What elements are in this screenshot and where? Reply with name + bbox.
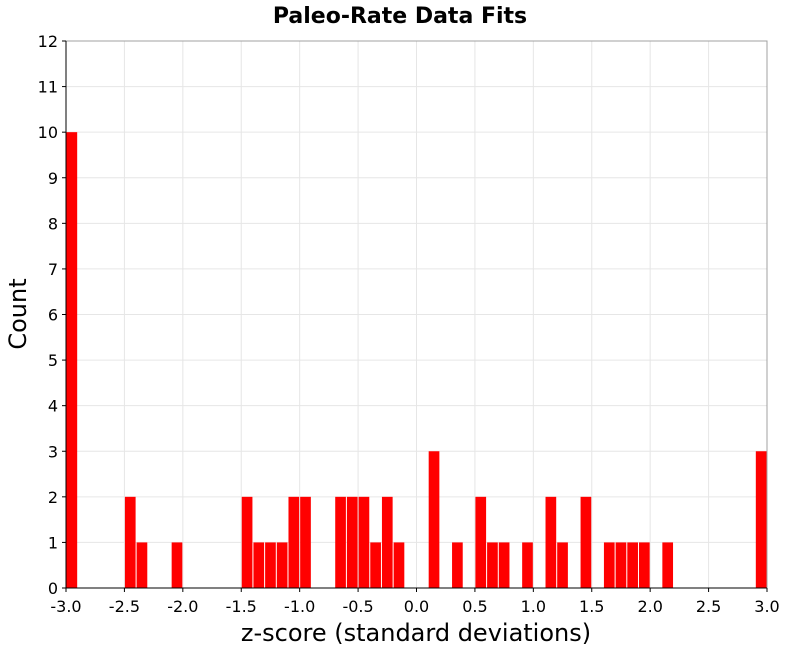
x-tick-label: -1.0 xyxy=(284,597,315,616)
histogram-bar xyxy=(428,451,440,588)
histogram-bar xyxy=(393,542,405,588)
histogram-bar xyxy=(615,542,627,588)
histogram-bar xyxy=(545,496,557,588)
grid-lines xyxy=(65,40,768,589)
histogram-bar xyxy=(171,542,183,588)
histogram-bar xyxy=(603,542,615,588)
histogram-bar xyxy=(335,496,346,588)
y-tick-label: 2 xyxy=(48,488,58,507)
y-tick-label: 1 xyxy=(48,533,58,552)
x-axis-label: z-score (standard deviations) xyxy=(241,619,591,647)
histogram-bar xyxy=(346,496,358,588)
histogram-bar xyxy=(288,496,300,588)
x-tick-label: -1.5 xyxy=(226,597,257,616)
histogram-bar xyxy=(66,132,78,588)
x-tick-label: -0.5 xyxy=(342,597,373,616)
x-tick-label: -2.5 xyxy=(109,597,140,616)
histogram-bar xyxy=(475,496,487,588)
histogram-bar xyxy=(627,542,638,588)
histogram-bar xyxy=(370,542,381,588)
x-tick-label: 3.0 xyxy=(754,597,779,616)
x-tick-label: -2.0 xyxy=(167,597,198,616)
histogram-bar xyxy=(124,496,136,588)
histogram-bar xyxy=(136,542,148,588)
histogram-bar xyxy=(276,542,288,588)
y-tick-label: 3 xyxy=(48,442,58,461)
y-tick-label: 9 xyxy=(48,169,58,188)
x-axis-ticks: -3.0 -2.5 -2.0 -1.5 -1.0 -0.5 0.0 0.5 1.0 1.5 2.0 2… xyxy=(50,588,780,616)
y-tick-label: 7 xyxy=(48,260,58,279)
histogram-bar xyxy=(755,451,767,588)
bars xyxy=(66,132,767,588)
histogram-bar xyxy=(638,542,650,588)
y-tick-label: 4 xyxy=(48,397,58,416)
histogram-bar xyxy=(358,496,370,588)
x-tick-label: 0.5 xyxy=(462,597,487,616)
x-tick-label: 2.0 xyxy=(637,597,662,616)
x-tick-label: 1.0 xyxy=(521,597,546,616)
y-tick-label: 0 xyxy=(48,579,58,598)
histogram-bar xyxy=(241,496,253,588)
histogram-bar xyxy=(557,542,568,588)
y-tick-label: 11 xyxy=(38,78,58,97)
y-tick-label: 10 xyxy=(38,123,58,142)
histogram-bar xyxy=(580,496,592,588)
y-axis-label: Count xyxy=(4,278,32,349)
y-tick-label: 6 xyxy=(48,306,58,325)
y-tick-label: 12 xyxy=(38,32,58,51)
histogram-bar xyxy=(662,542,674,588)
histogram-bar xyxy=(300,496,311,588)
y-tick-label: 8 xyxy=(48,214,58,233)
x-tick-label: 1.5 xyxy=(579,597,604,616)
histogram-bar xyxy=(253,542,265,588)
x-tick-label: 0.0 xyxy=(404,597,429,616)
histogram-bar xyxy=(487,542,498,588)
histogram-bar xyxy=(452,542,463,588)
y-tick-label: 5 xyxy=(48,351,58,370)
x-tick-label: -3.0 xyxy=(50,597,81,616)
chart-title: Paleo-Rate Data Fits xyxy=(273,4,527,29)
histogram-bar xyxy=(498,542,510,588)
x-tick-label: 2.5 xyxy=(696,597,721,616)
histogram-bar xyxy=(381,496,393,588)
histogram-bar xyxy=(522,542,533,588)
histogram-bar xyxy=(265,542,276,588)
